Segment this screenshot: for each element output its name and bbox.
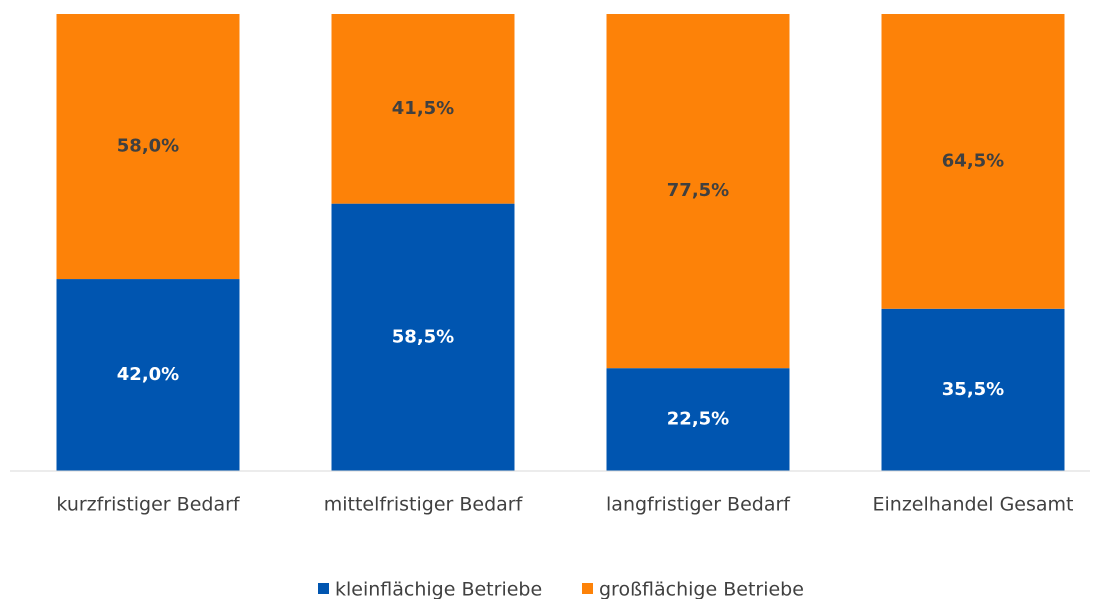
x-tick-label: mittelfristiger Bedarf bbox=[324, 494, 524, 516]
legend-swatch bbox=[318, 583, 329, 594]
x-tick-label: kurzfristiger Bedarf bbox=[56, 494, 240, 516]
value-label: 35,5% bbox=[942, 379, 1004, 400]
value-label: 77,5% bbox=[667, 180, 729, 201]
bar-segment bbox=[606, 368, 790, 471]
bar-segment bbox=[881, 14, 1065, 309]
x-tick-label: Einzelhandel Gesamt bbox=[873, 494, 1074, 516]
x-tick-label: langfristiger Bedarf bbox=[606, 494, 791, 516]
legend-label: kleinflächige Betriebe bbox=[335, 579, 542, 599]
bar-segment bbox=[606, 14, 790, 369]
value-label: 64,5% bbox=[942, 150, 1004, 171]
legend-swatch bbox=[582, 583, 593, 594]
bar-segment bbox=[56, 279, 240, 471]
legend-label: großflächige Betriebe bbox=[599, 579, 804, 599]
bar-segment bbox=[331, 203, 515, 471]
value-label: 58,0% bbox=[117, 136, 179, 157]
value-label: 22,5% bbox=[667, 409, 729, 430]
value-label: 41,5% bbox=[392, 98, 454, 119]
bar-segment bbox=[56, 14, 240, 280]
value-label: 58,5% bbox=[392, 326, 454, 347]
bar-segment bbox=[331, 14, 515, 204]
value-label: 42,0% bbox=[117, 364, 179, 385]
bar-segment bbox=[881, 308, 1065, 471]
